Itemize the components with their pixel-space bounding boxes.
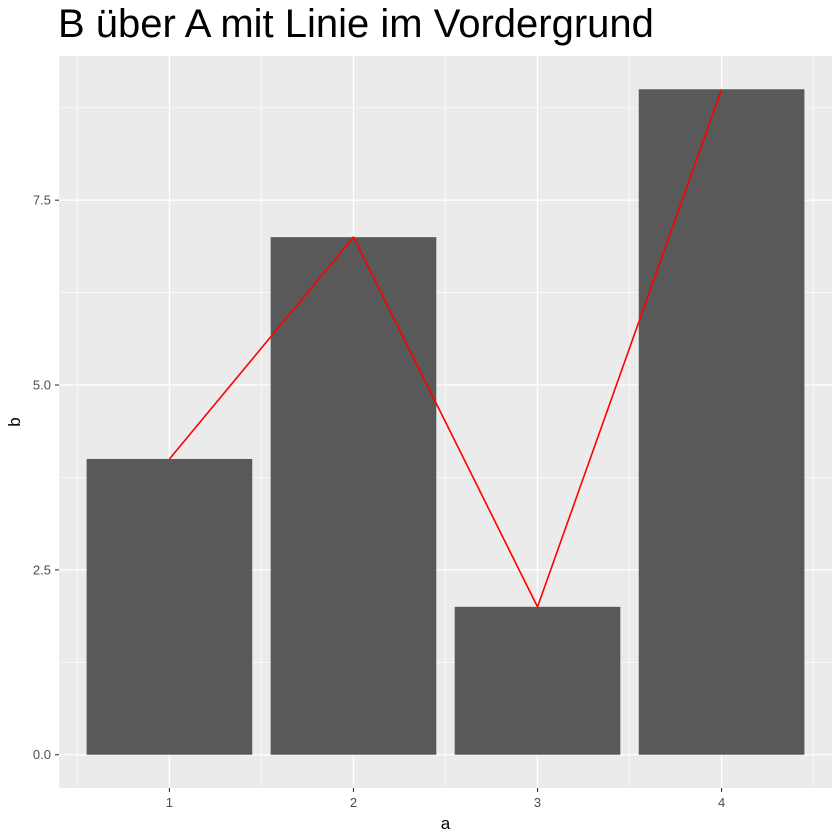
overlay-line (168, 89, 723, 608)
chart-title: B über A mit Linie im Vordergrund (58, 2, 654, 46)
bar-2 (270, 237, 437, 755)
y-axis-title: b (5, 417, 24, 426)
x-tick-label: 1 (166, 795, 173, 810)
y-tick-label: 7.5 (33, 193, 51, 208)
bar-1 (86, 458, 253, 755)
x-tick-label: 2 (350, 795, 357, 810)
y-tick-label: 2.5 (33, 562, 51, 577)
y-tick-label: 5.0 (33, 378, 51, 393)
y-tick-label: 0.0 (33, 747, 51, 762)
bars (86, 89, 805, 755)
overlay-line-layer (168, 89, 723, 608)
x-tick-label: 3 (534, 795, 541, 810)
bar-4 (638, 89, 805, 755)
bar-3 (454, 606, 621, 755)
x-axis-title: a (441, 814, 451, 833)
x-tick-label: 4 (718, 795, 725, 810)
axes: 0.0 2.5 5.0 7.5 1 2 3 4 (33, 193, 725, 810)
